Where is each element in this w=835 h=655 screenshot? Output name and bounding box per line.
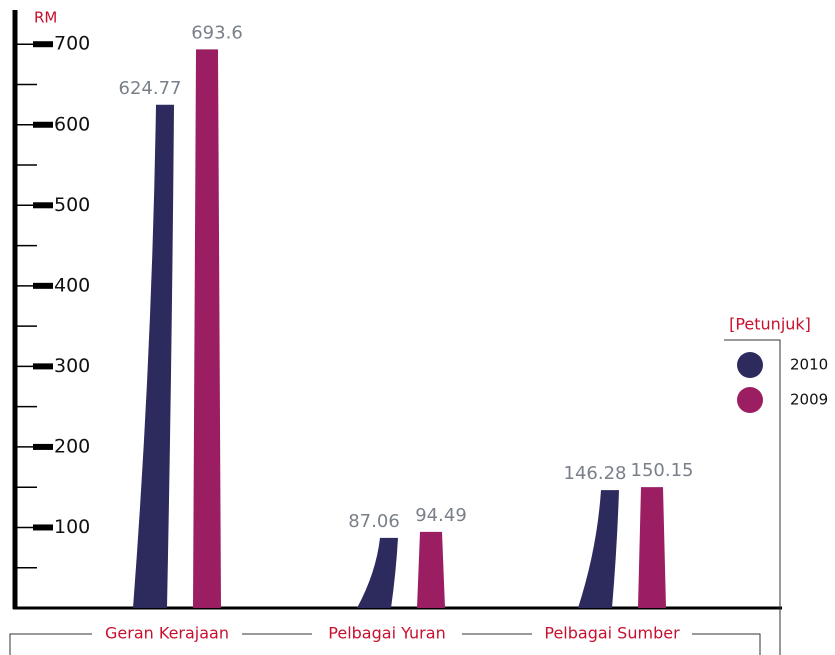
x-tick-label: Geran Kerajaan [105, 624, 229, 643]
bar [133, 104, 174, 609]
bar [357, 537, 398, 608]
value-label: 693.6 [191, 22, 243, 43]
value-label: 87.06 [348, 511, 400, 532]
major-tick [33, 443, 53, 450]
x-tick-label: Pelbagai Sumber [544, 624, 680, 643]
bracket [9, 633, 92, 655]
y-tick-label: 300 [54, 355, 90, 377]
bar [638, 487, 666, 608]
major-tick [33, 282, 53, 289]
y-axis-label: RM [34, 9, 57, 27]
legend-frame [724, 339, 781, 655]
major-tick [33, 524, 53, 531]
value-label: 94.49 [415, 505, 467, 526]
bracket [692, 633, 761, 655]
bar [578, 490, 619, 608]
y-tick-label: 600 [54, 113, 90, 135]
major-tick [33, 121, 53, 128]
y-tick-label: 700 [54, 33, 90, 55]
legend-marker [737, 387, 763, 413]
value-label: 150.15 [631, 460, 694, 481]
value-label: 146.28 [564, 463, 627, 484]
value-label: 624.77 [119, 78, 182, 99]
legend-title: [Petunjuk] [729, 315, 811, 334]
x-tick-label: Pelbagai Yuran [328, 624, 445, 643]
bar [417, 531, 445, 608]
legend-label: 2009 [790, 391, 828, 409]
major-tick [33, 363, 53, 370]
y-tick-label: 100 [54, 516, 90, 538]
y-tick-label: 400 [54, 274, 90, 296]
major-tick [33, 202, 53, 209]
y-tick-label: 200 [54, 435, 90, 457]
bar [193, 49, 221, 609]
y-tick-label: 500 [54, 194, 90, 216]
major-tick [33, 41, 53, 48]
legend-label: 2010 [790, 356, 828, 374]
legend-marker [737, 352, 763, 378]
